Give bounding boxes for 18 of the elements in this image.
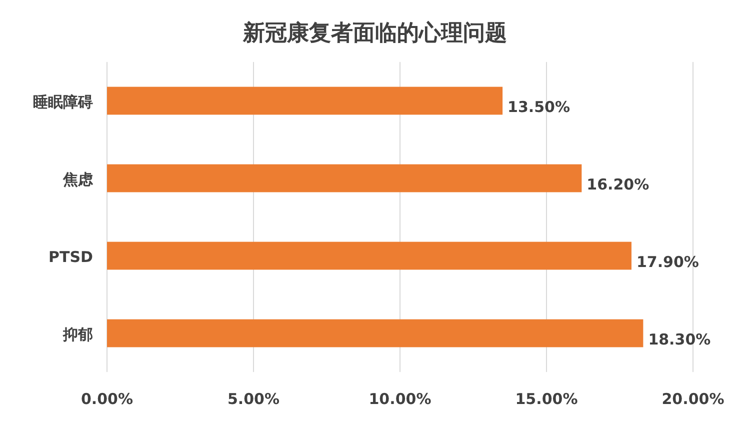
y-tick-label: 焦虑 — [62, 170, 94, 188]
x-tick-label: 10.00% — [368, 390, 432, 408]
bar — [107, 164, 582, 192]
bar — [107, 86, 503, 115]
data-label: 17.90% — [636, 252, 699, 271]
data-label: 18.30% — [648, 330, 711, 348]
data-label: 13.50% — [508, 98, 570, 116]
y-tick-label: PTSD — [48, 248, 93, 266]
x-tick-label: 5.00% — [227, 390, 280, 408]
data-label: 16.20% — [586, 175, 650, 194]
x-tick-label: 20.00% — [662, 390, 724, 408]
x-tick-label: 15.00% — [515, 390, 578, 408]
y-tick-label: 抑郁 — [62, 325, 93, 344]
bar — [107, 319, 644, 348]
chart-title: 新冠康复者面临的心理问题 — [242, 20, 507, 46]
x-tick-label: 0.00% — [80, 390, 134, 408]
bar — [107, 242, 632, 270]
y-tick-label: 睡眠障碍 — [33, 92, 93, 111]
